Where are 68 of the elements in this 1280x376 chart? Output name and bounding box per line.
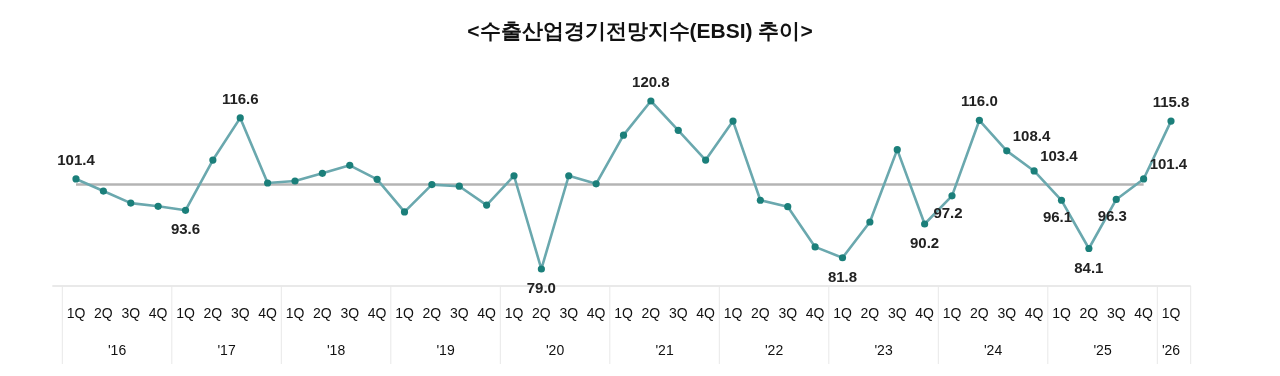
- text: '18: [326, 342, 346, 358]
- data-label: 93.6: [170, 220, 201, 238]
- text: '25: [1093, 342, 1112, 358]
- x-tick-label: 1Q: [395, 305, 414, 321]
- data-label: 81.8: [827, 267, 858, 285]
- x-tick-label: 3Q: [887, 305, 907, 321]
- text: '26: [1161, 342, 1181, 358]
- x-tick-label: 2Q: [1079, 305, 1099, 321]
- x-tick-label: 4Q: [805, 305, 825, 321]
- x-tick-label: 2Q: [641, 305, 661, 321]
- data-label: 103.4: [1040, 146, 1079, 164]
- data-label: 84.1: [1074, 258, 1104, 276]
- x-tick-label: 1Q: [833, 305, 852, 321]
- text: '24: [983, 342, 1003, 358]
- x-tick-label: 2Q: [751, 305, 770, 321]
- data-label: 120.8: [632, 73, 670, 90]
- x-tick-label: 4Q: [1024, 305, 1044, 321]
- x-tick-label: 4Q: [915, 305, 935, 321]
- x-tick-label: 1Q: [942, 305, 962, 321]
- x-tick-label: 1Q: [285, 305, 305, 321]
- x-tick-label: 3Q: [340, 305, 360, 321]
- x-tick-label: 1Q: [66, 305, 86, 321]
- x-tick-label: 1Q: [504, 305, 524, 321]
- data-label: 101.4: [1149, 154, 1188, 172]
- x-tick-label: 3Q: [121, 305, 141, 321]
- text: '22: [764, 342, 784, 358]
- chart-title: <수출산업경기전망지수(EBSI) 추이>: [467, 19, 813, 42]
- x-tick-label: 3Q: [230, 305, 250, 321]
- text: '23: [874, 342, 893, 358]
- x-tick-label: 2Q: [970, 305, 989, 321]
- text: '21: [655, 342, 674, 358]
- x-tick-label: 4Q: [367, 305, 387, 321]
- x-tick-label: 4Q: [477, 305, 497, 321]
- data-label: 108.4: [1012, 126, 1051, 144]
- x-tick-label: 3Q: [1106, 305, 1126, 321]
- x-tick-label: 3Q: [997, 305, 1017, 321]
- data-label: 97.2: [933, 203, 963, 221]
- x-tick-label: 1Q: [614, 305, 633, 321]
- x-tick-label: 3Q: [449, 305, 469, 321]
- x-tick-label: 3Q: [668, 305, 688, 321]
- x-tick-label: 1Q: [723, 305, 743, 321]
- text: '16: [107, 342, 127, 358]
- data-label: 79.0: [526, 279, 556, 296]
- x-tick-label: 4Q: [696, 305, 716, 321]
- x-tick-label: 1Q: [1052, 305, 1071, 321]
- x-tick-label: 2Q: [94, 305, 113, 321]
- x-tick-label: 1Q: [176, 305, 195, 321]
- x-tick-label: 2Q: [422, 305, 442, 321]
- x-tick-label: 4Q: [148, 305, 168, 321]
- text: '20: [545, 342, 565, 358]
- data-label: 116.0: [961, 92, 998, 110]
- x-tick-label: 1Q: [1161, 305, 1181, 321]
- x-tick-label: 3Q: [778, 305, 798, 321]
- x-tick-label: 4Q: [586, 305, 606, 321]
- data-label: 90.2: [910, 233, 940, 251]
- x-tick-label: 2Q: [532, 305, 551, 321]
- x-tick-label: 2Q: [313, 305, 332, 321]
- x-tick-label: 3Q: [559, 305, 579, 321]
- data-label: 96.1: [1042, 208, 1073, 226]
- data-label: 101.4: [57, 150, 96, 168]
- x-tick-label: 4Q: [1134, 305, 1154, 321]
- x-tick-label: 2Q: [203, 305, 223, 321]
- text: '19: [436, 342, 455, 358]
- x-tick-label: 4Q: [258, 305, 278, 321]
- data-label: 116.6: [221, 89, 259, 107]
- x-tick-label: 2Q: [860, 305, 880, 321]
- data-label: 115.8: [1152, 93, 1190, 111]
- text: '17: [217, 342, 236, 358]
